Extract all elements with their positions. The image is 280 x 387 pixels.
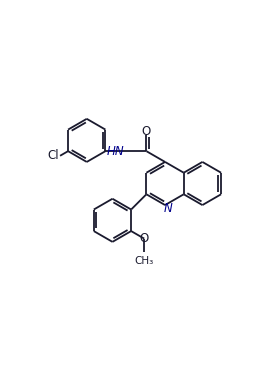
Text: O: O	[142, 125, 151, 138]
Text: HN: HN	[107, 145, 125, 158]
Text: CH₃: CH₃	[135, 256, 154, 266]
Text: Cl: Cl	[47, 149, 59, 162]
Text: O: O	[140, 232, 149, 245]
Text: N: N	[164, 202, 172, 216]
